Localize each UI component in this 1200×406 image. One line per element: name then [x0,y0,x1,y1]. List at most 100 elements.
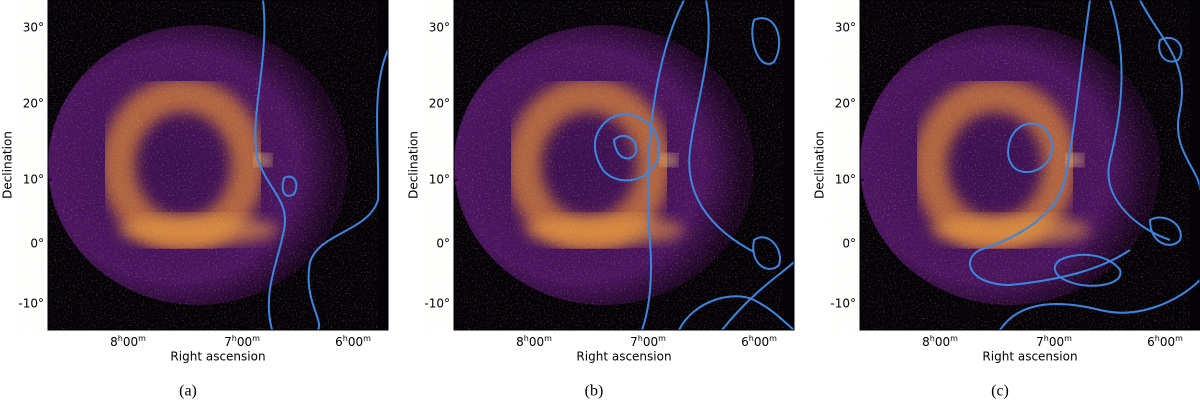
x-tick-label-part: 00 [348,335,363,349]
bright-source [1067,154,1083,166]
x-axis-label: Right ascension [576,350,671,364]
y-tick-label: -10° [830,297,856,311]
contour-line [1148,216,1182,246]
y-axis-label: Declination [1,131,15,199]
contour-line [1007,122,1054,174]
y-tick-label: 10° [429,173,450,187]
x-tick-label: 8h00m [516,334,552,349]
y-tick-label: 30° [835,21,856,35]
contour-line [254,0,286,331]
x-tick-label-part: 00 [935,335,950,349]
x-tick-label-part: h [1044,334,1049,343]
x-tick-label-part: 8 [922,335,930,349]
x-tick-label-part: h [1155,334,1160,343]
y-tick-label: -10° [18,297,44,311]
x-axis-label: Right ascension [170,350,265,364]
x-tick-label-part: m [363,334,371,343]
x-tick-label-part: m [1064,334,1072,343]
y-tick-label: 0° [436,237,450,251]
y-tick-label: 20° [23,97,44,111]
y-tick-label: 10° [835,173,856,187]
x-tick-label-part: m [658,334,666,343]
contour-line [593,113,661,182]
contour-line [1158,37,1183,63]
x-tick-label-part: 7 [224,335,232,349]
x-tick-label-part: h [749,334,754,343]
x-tick-label-part: 7 [630,335,638,349]
x-tick-label-part: 00 [123,335,138,349]
y-tick-label: 10° [23,173,44,187]
contour-line [678,295,795,331]
y-axis-label: Declination [813,131,827,199]
x-axis-label: Right ascension [982,350,1077,364]
x-tick-label-part: m [769,334,777,343]
bright-source [661,154,677,166]
y-tick-label: 30° [23,21,44,35]
x-tick-label: 6h00m [1147,334,1183,349]
y-tick-label: 0° [30,237,44,251]
x-tick-label-part: 6 [741,335,749,349]
contour-line [281,175,298,197]
x-tick-label-part: 00 [643,335,658,349]
contour-line [999,279,1200,331]
x-tick-label: 6h00m [741,334,777,349]
contour-line [721,261,795,331]
x-tick-label-part: h [118,334,123,343]
x-tick-label: 7h00m [1036,334,1072,349]
panel-caption: (a) [179,383,197,400]
contour-line [1053,253,1122,287]
y-tick-label: -10° [424,297,450,311]
sky-map-texture [860,25,1160,305]
y-tick-label: 30° [429,21,450,35]
x-tick-label: 8h00m [922,334,958,349]
x-tick-label: 7h00m [630,334,666,349]
x-tick-label-part: h [232,334,237,343]
x-tick-label: 8h00m [110,334,146,349]
x-tick-label-part: 00 [529,335,544,349]
x-tick-label-part: 00 [1160,335,1175,349]
x-tick-label-part: m [252,334,260,343]
x-tick-label-part: 6 [335,335,343,349]
x-tick-label-part: 00 [1049,335,1064,349]
contour-line [752,236,781,270]
plot-frame [453,0,795,331]
x-tick-label-part: m [950,334,958,343]
y-tick-label: 20° [429,97,450,111]
contour-line [969,0,1131,287]
x-tick-label-part: 7 [1036,335,1044,349]
x-tick-label-part: 8 [110,335,118,349]
y-tick-label: 20° [835,97,856,111]
panel-caption: (b) [585,383,604,400]
y-tick-label: 0° [842,237,856,251]
x-tick-label-part: h [930,334,935,343]
x-tick-label: 6h00m [335,334,371,349]
x-tick-label-part: 6 [1147,335,1155,349]
x-tick-label-part: h [638,334,643,343]
x-tick-label-part: 00 [754,335,769,349]
contour-line [688,0,755,253]
contour-line [612,134,638,160]
contour-line [641,0,685,331]
x-tick-label-part: 8 [516,335,524,349]
sky-map-texture [48,25,348,305]
contour-line [1139,0,1200,191]
sky-map-texture [454,25,754,305]
contour-line [1107,0,1171,241]
contour-line [307,49,389,331]
x-tick-label: 7h00m [224,334,260,349]
plot-frame [859,0,1200,331]
plot-frame [47,0,389,331]
panel-caption: (c) [991,383,1009,400]
x-tick-label-part: m [138,334,146,343]
x-tick-label-part: h [524,334,529,343]
x-tick-label-part: 00 [237,335,252,349]
y-axis-label: Declination [407,131,421,199]
x-tick-label-part: m [544,334,552,343]
contour-line [751,17,781,65]
x-tick-label-part: m [1175,334,1183,343]
x-tick-label-part: h [343,334,348,343]
